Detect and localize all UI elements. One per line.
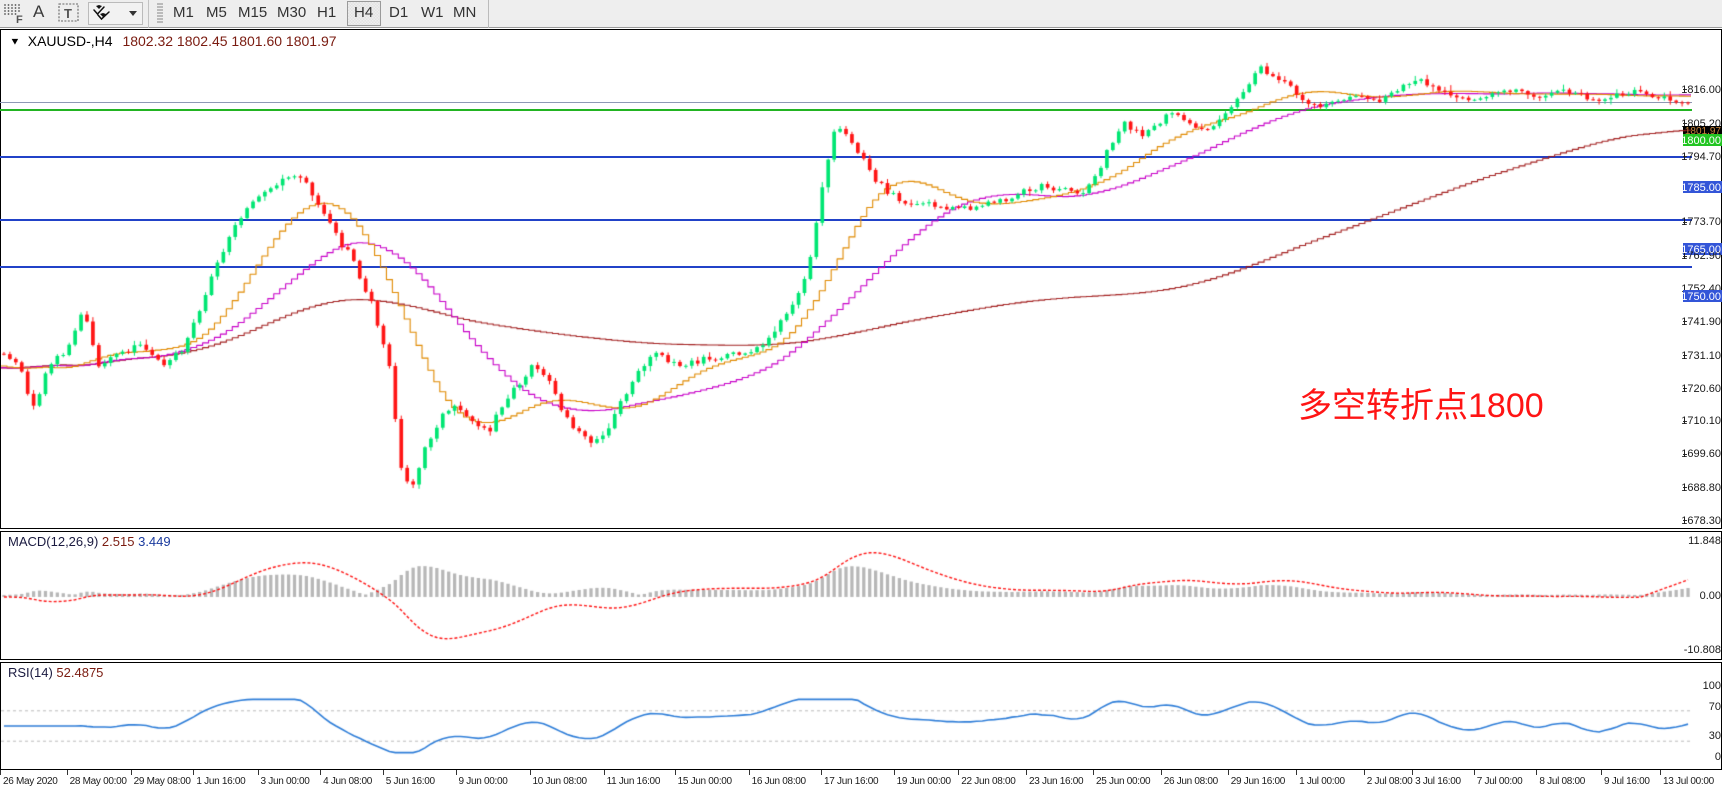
svg-text:T: T	[64, 6, 72, 21]
svg-text:F: F	[16, 14, 23, 26]
